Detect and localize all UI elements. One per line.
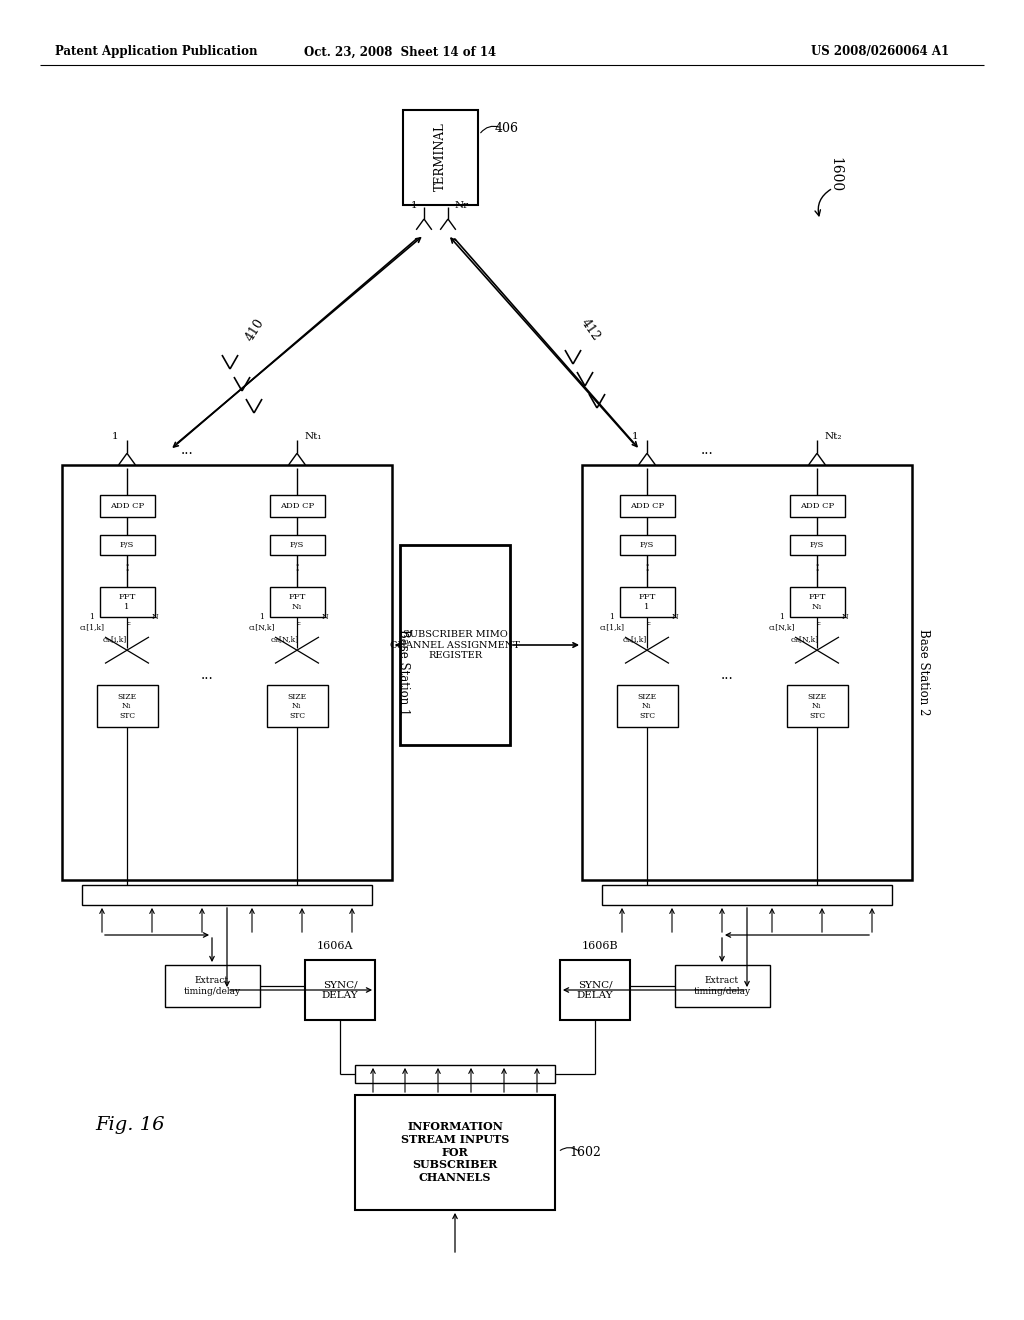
Text: 1: 1 bbox=[112, 432, 119, 441]
Bar bbox=[100, 587, 155, 616]
Bar bbox=[620, 587, 675, 616]
Text: TERMINAL: TERMINAL bbox=[433, 123, 446, 191]
Bar bbox=[602, 884, 892, 906]
Text: ::: :: bbox=[126, 619, 132, 627]
Text: cₘ[i,k]: cₘ[i,k] bbox=[623, 635, 647, 643]
Text: Base Station 1: Base Station 1 bbox=[397, 628, 411, 715]
Bar bbox=[620, 535, 675, 554]
Text: 1606A: 1606A bbox=[316, 941, 353, 950]
Bar bbox=[355, 1096, 555, 1210]
Text: SUBSCRIBER MIMO
CHANNEL ASSIGNMENT
REGISTER: SUBSCRIBER MIMO CHANNEL ASSIGNMENT REGIS… bbox=[390, 630, 520, 660]
Text: P/S: P/S bbox=[120, 541, 134, 549]
Text: 1: 1 bbox=[89, 612, 94, 620]
Text: ...: ... bbox=[721, 668, 733, 682]
Text: FFT
N₁: FFT N₁ bbox=[289, 594, 306, 611]
Bar bbox=[675, 965, 770, 1007]
Text: Fig. 16: Fig. 16 bbox=[95, 1115, 165, 1134]
Text: P/S: P/S bbox=[290, 541, 304, 549]
Bar bbox=[582, 465, 912, 880]
Text: 412: 412 bbox=[578, 317, 602, 343]
Text: 1602: 1602 bbox=[569, 1146, 601, 1159]
Text: US 2008/0260064 A1: US 2008/0260064 A1 bbox=[811, 45, 949, 58]
Text: ::: :: bbox=[296, 619, 302, 627]
Bar bbox=[100, 495, 155, 517]
Bar bbox=[165, 965, 260, 1007]
Text: Base Station 2: Base Station 2 bbox=[918, 628, 931, 715]
Text: Nt₂: Nt₂ bbox=[824, 432, 842, 441]
Text: 1606B: 1606B bbox=[582, 941, 618, 950]
Text: 1: 1 bbox=[779, 612, 784, 620]
Bar bbox=[270, 587, 325, 616]
Text: 1: 1 bbox=[411, 201, 418, 210]
Text: :: : bbox=[814, 560, 819, 574]
Text: N: N bbox=[672, 612, 678, 620]
Text: SYNC/
DELAY: SYNC/ DELAY bbox=[322, 981, 358, 999]
Text: ...: ... bbox=[700, 444, 714, 457]
Bar bbox=[100, 535, 155, 554]
Text: Extract
timing/delay: Extract timing/delay bbox=[693, 977, 751, 995]
Bar bbox=[620, 495, 675, 517]
Bar bbox=[790, 495, 845, 517]
Text: c₁[1,k]: c₁[1,k] bbox=[80, 623, 104, 631]
Bar bbox=[400, 545, 510, 744]
Text: INFORMATION
STREAM INPUTS
FOR
SUBSCRIBER
CHANNELS: INFORMATION STREAM INPUTS FOR SUBSCRIBER… bbox=[400, 1121, 509, 1183]
Text: ...: ... bbox=[180, 444, 194, 457]
Text: FFT
N₁: FFT N₁ bbox=[808, 594, 825, 611]
Text: SIZE
N₁
STC: SIZE N₁ STC bbox=[637, 693, 656, 719]
Text: c₁[N,k]: c₁[N,k] bbox=[769, 623, 796, 631]
Bar bbox=[270, 535, 325, 554]
Text: c₁[N,k]: c₁[N,k] bbox=[249, 623, 275, 631]
Text: FFT
1: FFT 1 bbox=[638, 594, 655, 611]
Bar bbox=[62, 465, 392, 880]
Text: SYNC/
DELAY: SYNC/ DELAY bbox=[577, 981, 613, 999]
Text: Patent Application Publication: Patent Application Publication bbox=[55, 45, 257, 58]
Text: P/S: P/S bbox=[640, 541, 654, 549]
Bar bbox=[270, 495, 325, 517]
Text: ::: :: bbox=[816, 619, 821, 627]
Text: ADD CP: ADD CP bbox=[630, 502, 664, 510]
Text: P/S: P/S bbox=[810, 541, 824, 549]
Text: N: N bbox=[322, 612, 329, 620]
Text: Oct. 23, 2008  Sheet 14 of 14: Oct. 23, 2008 Sheet 14 of 14 bbox=[304, 45, 496, 58]
Text: ADD CP: ADD CP bbox=[800, 502, 835, 510]
Text: N: N bbox=[152, 612, 159, 620]
Text: Nt₁: Nt₁ bbox=[304, 432, 322, 441]
Bar bbox=[787, 685, 848, 727]
Text: cₘ[i,k]: cₘ[i,k] bbox=[102, 635, 127, 643]
Text: cₘ[N,k]: cₘ[N,k] bbox=[791, 635, 819, 643]
Text: 1: 1 bbox=[259, 612, 264, 620]
Text: c₁[1,k]: c₁[1,k] bbox=[599, 623, 625, 631]
Text: 1: 1 bbox=[609, 612, 614, 620]
Bar bbox=[790, 587, 845, 616]
Bar bbox=[355, 1065, 555, 1082]
Text: Extract
timing/delay: Extract timing/delay bbox=[183, 977, 241, 995]
Bar bbox=[617, 685, 678, 727]
Text: ::: :: bbox=[646, 619, 651, 627]
Text: Nr: Nr bbox=[455, 201, 469, 210]
Text: :: : bbox=[644, 560, 649, 574]
Text: 406: 406 bbox=[495, 121, 519, 135]
Text: :: : bbox=[124, 560, 130, 574]
Text: SIZE
N₁
STC: SIZE N₁ STC bbox=[118, 693, 136, 719]
Text: 1: 1 bbox=[632, 432, 638, 441]
Bar bbox=[305, 960, 375, 1020]
Bar bbox=[82, 884, 372, 906]
Text: 1600: 1600 bbox=[828, 157, 842, 193]
Text: ADD CP: ADD CP bbox=[280, 502, 314, 510]
Bar bbox=[403, 110, 478, 205]
Text: ADD CP: ADD CP bbox=[110, 502, 144, 510]
Bar bbox=[790, 535, 845, 554]
Text: N: N bbox=[842, 612, 848, 620]
Text: FFT
1: FFT 1 bbox=[119, 594, 136, 611]
Text: cₘ[N,k]: cₘ[N,k] bbox=[271, 635, 299, 643]
Bar bbox=[267, 685, 328, 727]
Text: ...: ... bbox=[201, 668, 213, 682]
Text: 410: 410 bbox=[243, 317, 267, 343]
Text: SIZE
N₁
STC: SIZE N₁ STC bbox=[808, 693, 826, 719]
Text: SIZE
N₁
STC: SIZE N₁ STC bbox=[288, 693, 306, 719]
Bar bbox=[97, 685, 158, 727]
Bar bbox=[560, 960, 630, 1020]
Text: :: : bbox=[294, 560, 300, 574]
